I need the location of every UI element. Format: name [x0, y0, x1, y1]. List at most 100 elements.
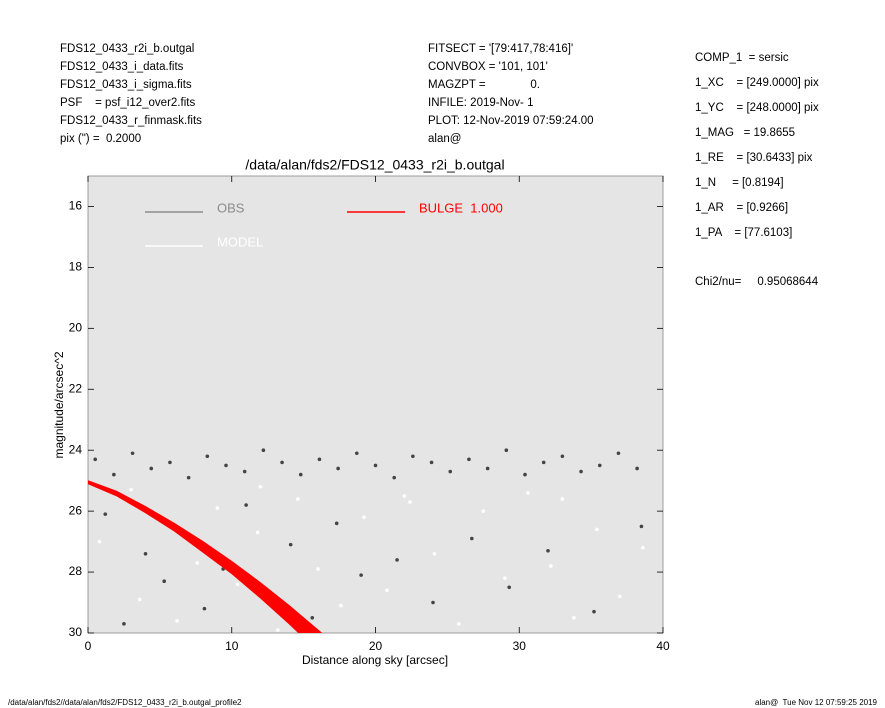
data-point	[122, 622, 126, 626]
model-edge	[88, 483, 300, 633]
data-point	[130, 451, 135, 456]
data-point	[168, 460, 172, 465]
legend-label: OBS	[217, 200, 245, 215]
data-point	[205, 454, 210, 459]
header-left-line: FDS12_0433_i_data.fits	[60, 61, 184, 73]
data-point	[336, 466, 340, 471]
data-point	[432, 551, 437, 556]
x-tick-label: 10	[225, 639, 239, 653]
x-tick-label: 0	[85, 639, 92, 653]
data-point	[457, 622, 461, 626]
data-point	[162, 579, 166, 584]
data-point	[503, 576, 507, 580]
data-point	[592, 609, 596, 614]
header-middle-line: PLOT: 12-Nov-2019 07:59:24.00	[428, 115, 594, 127]
data-point	[175, 619, 179, 623]
x-tick-label: 30	[513, 639, 527, 653]
data-point	[280, 460, 284, 465]
data-point	[339, 603, 343, 608]
x-axis-label: Distance along sky [arcsec]	[302, 653, 448, 667]
data-point	[258, 484, 263, 489]
header-middle-line: CONVBOX = '101, 101'	[428, 61, 548, 73]
header-left-line: FDS12_0433_i_sigma.fits	[60, 79, 192, 91]
data-point	[235, 582, 240, 587]
data-point	[485, 466, 490, 471]
legend-label: BULGE 1.000	[419, 200, 503, 215]
data-point	[186, 475, 191, 480]
y-tick-label: 22	[69, 381, 83, 395]
data-point	[275, 628, 280, 632]
data-point	[429, 460, 434, 465]
data-point	[298, 472, 303, 477]
data-point	[526, 491, 530, 495]
fit-parameter: 1_N = [0.8194]	[695, 177, 784, 189]
header-left-line: PSF = psf_i12_over2.fits	[60, 97, 195, 109]
data-point	[572, 615, 576, 620]
fit-parameter: 1_XC = [249.0000] pix	[695, 77, 819, 89]
data-point	[362, 515, 366, 520]
data-point	[129, 488, 133, 492]
data-point	[595, 527, 599, 532]
legend-label: MODEL	[217, 234, 263, 249]
fit-parameter: 1_PA = [77.6103]	[695, 227, 792, 239]
data-point	[242, 469, 247, 474]
data-point	[481, 509, 486, 513]
plot-content	[88, 448, 645, 633]
y-tick-label: 16	[69, 199, 83, 213]
data-point	[597, 463, 602, 468]
header-middle-line: MAGZPT = 0.	[428, 79, 540, 91]
data-point	[261, 448, 266, 453]
data-point	[504, 448, 509, 453]
plot-area	[87, 175, 664, 634]
fit-parameter: 1_MAG = 19.8655	[695, 127, 795, 139]
y-axis-label: magnitude/arcsec^2	[52, 351, 66, 458]
data-point	[244, 503, 248, 507]
footer-right: alan@ Tue Nov 12 07:59:25 2019	[755, 698, 878, 707]
data-point	[431, 600, 435, 605]
fit-parameter: 1_RE = [30.6433] pix	[695, 152, 813, 164]
data-point	[112, 472, 116, 477]
x-tick-label: 20	[369, 639, 383, 653]
data-point	[639, 524, 644, 529]
header-middle-line: INFILE: 2019-Nov- 1	[428, 97, 533, 109]
data-point	[215, 506, 220, 510]
data-point	[93, 457, 97, 462]
data-point	[467, 457, 471, 462]
data-point	[385, 588, 389, 593]
header-middle-line: FITSECT = '[79:417,78:416]'	[428, 43, 573, 55]
data-point	[202, 606, 207, 611]
chi2: Chi2/nu= 0.95068644	[695, 276, 819, 288]
data-point	[541, 460, 546, 465]
data-point	[97, 539, 102, 544]
data-point	[408, 500, 412, 504]
y-tick-label: 26	[69, 503, 83, 517]
y-tick-label: 20	[69, 321, 83, 335]
data-point	[448, 469, 453, 474]
model-band	[88, 480, 322, 633]
data-point	[143, 551, 148, 556]
data-point	[137, 597, 142, 602]
y-tick-label: 30	[69, 625, 83, 639]
header-left-line: FDS12_0433_r2i_b.outgal	[60, 43, 194, 55]
model-edge	[88, 480, 323, 633]
data-point	[560, 497, 565, 501]
footer-left: /data/alan/fds2//data/alan/fds2/FDS12_04…	[8, 698, 242, 707]
data-point	[103, 512, 108, 516]
data-point	[411, 454, 415, 459]
data-point	[546, 548, 550, 553]
data-point	[579, 469, 583, 474]
data-point	[195, 561, 200, 565]
data-point	[392, 475, 396, 480]
y-tick-label: 24	[69, 442, 83, 456]
data-point	[402, 494, 407, 498]
fit-parameter: 1_YC = [248.0000] pix	[695, 102, 819, 114]
data-point	[373, 463, 378, 468]
data-point	[641, 545, 645, 550]
data-point	[618, 594, 622, 599]
chart-title: /data/alan/fds2/FDS12_0433_r2i_b.outgal	[245, 157, 504, 173]
data-point	[310, 615, 315, 620]
data-point	[255, 530, 260, 535]
data-point	[523, 472, 527, 477]
data-point	[334, 521, 339, 526]
